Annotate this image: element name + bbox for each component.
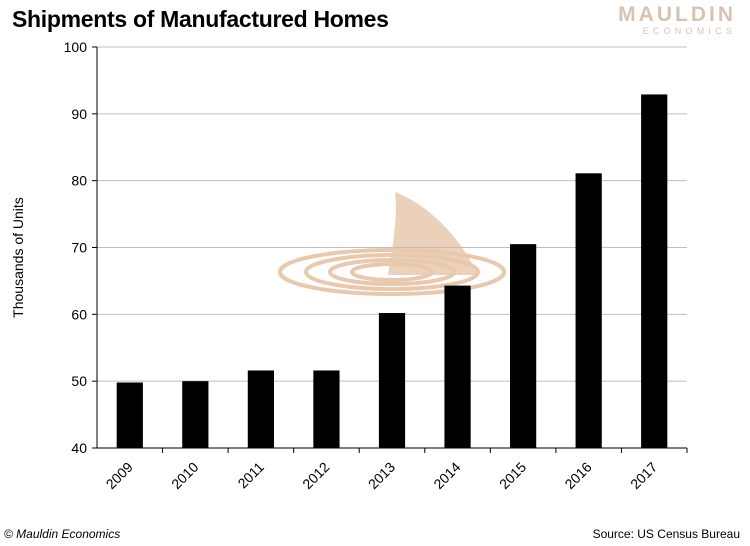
x-tick-labels: 2009 2010 2011 2012 2013 2014 2015 2016 2017: [103, 459, 661, 492]
x-tick-label: 2017: [627, 459, 660, 492]
bar-2017: [641, 94, 668, 449]
y-tick-label: 90: [71, 106, 87, 122]
bar-2009: [116, 382, 143, 448]
shark-fin-ripple-icon: [278, 192, 506, 296]
source-note: Source: US Census Bureau: [592, 527, 740, 541]
watermark-fin: [388, 192, 478, 275]
y-tick-label: 80: [71, 173, 87, 189]
x-tick-label: 2012: [299, 459, 332, 492]
watermark-ripple: [278, 248, 506, 296]
bars: [116, 94, 668, 449]
chart-title: Shipments of Manufactured Homes: [12, 6, 389, 32]
mauldin-logo: MAULDIN ECONOMICS: [618, 3, 736, 37]
x-tick-label: 2014: [430, 459, 463, 492]
bar-2015: [510, 244, 537, 448]
axes: [96, 47, 688, 453]
logo-line-1: MAULDIN: [618, 3, 736, 26]
y-tick-label: 50: [71, 373, 87, 389]
x-tick-label: 2016: [561, 459, 594, 492]
x-tick-label: 2015: [496, 459, 529, 492]
x-tick-label: 2011: [234, 459, 267, 492]
logo-line-2: ECONOMICS: [642, 26, 736, 36]
y-tick-label: 70: [71, 240, 87, 256]
x-tick-label: 2013: [365, 459, 398, 492]
bar-2014: [444, 285, 471, 448]
x-tick-label: 2010: [168, 459, 201, 492]
copyright-note: © Mauldin Economics: [4, 527, 121, 541]
y-tick-label: 100: [64, 39, 88, 55]
bar-2012: [313, 370, 340, 448]
bar-2011: [247, 370, 274, 448]
bar-2010: [182, 381, 209, 448]
x-tick-label: 2009: [103, 459, 136, 492]
y-tick-label: 60: [71, 306, 87, 322]
y-axis-label: Thousands of Units: [10, 197, 26, 318]
y-tick-label: 40: [71, 440, 87, 456]
bar-2016: [575, 173, 602, 448]
y-tick-labels: 40 50 60 70 80 90 100: [64, 39, 88, 456]
bar-2013: [378, 312, 406, 448]
